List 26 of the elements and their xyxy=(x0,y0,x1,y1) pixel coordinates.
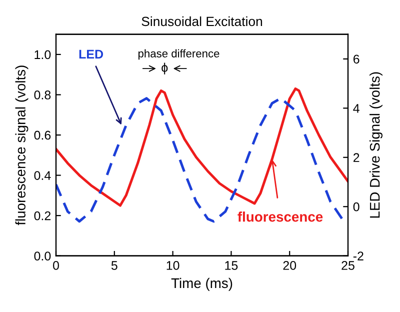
y-tick-label: 0.0 xyxy=(34,252,51,260)
y-tick-label: 0.6 xyxy=(34,130,51,140)
line-series xyxy=(56,87,348,207)
x-tick-label: 20 xyxy=(283,261,296,270)
y2-tick-label: 6 xyxy=(353,54,360,64)
y2-tick-label: -2 xyxy=(353,252,364,260)
annotation: phase difference xyxy=(138,49,220,60)
y-tick-label: 0.8 xyxy=(34,90,51,100)
y-tick-label: 0.4 xyxy=(34,171,51,180)
y2-axis-title: LED Drive Signal (volts) xyxy=(370,72,382,218)
y-tick-label: 0.2 xyxy=(34,211,51,220)
x-axis-title: Time (ms) xyxy=(171,278,232,291)
y2-tick-label: 0 xyxy=(353,202,360,212)
y-axis-title: fluorescence signal (volts) xyxy=(15,66,28,226)
annotation: fluorescence xyxy=(238,212,323,222)
annotation: ϕ xyxy=(162,62,168,74)
y2-tick-label: 2 xyxy=(353,153,360,162)
chart-title: Sinusoidal Excitation xyxy=(142,16,262,26)
x-tick-label: 5 xyxy=(111,261,118,270)
x-tick-label: 15 xyxy=(225,261,238,270)
x-tick-label: 0 xyxy=(53,261,59,270)
y2-tick-label: 4 xyxy=(353,104,360,113)
x-tick-label: 25 xyxy=(342,261,354,270)
annotation: LED xyxy=(79,50,104,58)
y-tick-label: 1.0 xyxy=(34,50,51,60)
x-tick-label: 10 xyxy=(166,261,180,270)
